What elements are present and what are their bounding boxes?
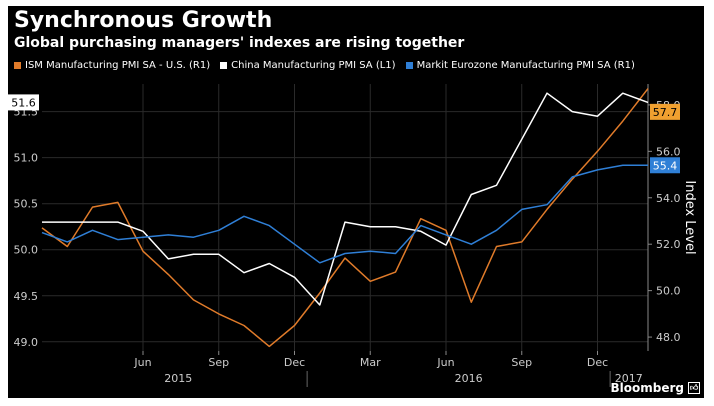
legend-item-euro: Markit Eurozone Manufacturing PMI SA (R1… bbox=[405, 60, 635, 71]
brand-name: Bloomberg bbox=[610, 381, 685, 395]
y-left-tick-label: 49.0 bbox=[14, 336, 39, 349]
series-line-ism bbox=[41, 88, 649, 348]
legend-item-ism: ISM Manufacturing PMI SA - U.S. (R1) bbox=[14, 60, 210, 71]
end-label-ism: 57.7 bbox=[653, 106, 678, 119]
x-tick-label: Mar bbox=[360, 356, 381, 369]
y-left-tick-label: 49.5 bbox=[14, 290, 39, 303]
chart-legend: ISM Manufacturing PMI SA - U.S. (R1) Chi… bbox=[14, 60, 635, 71]
x-tick-label: Sep bbox=[208, 356, 229, 369]
chart-title: Synchronous Growth bbox=[14, 8, 273, 33]
legend-swatch-ism bbox=[14, 62, 21, 69]
x-year-label: 2016 bbox=[455, 372, 483, 385]
x-tick-label: Jun bbox=[436, 356, 454, 369]
y-right-axis-title: Index Level bbox=[682, 180, 697, 254]
legend-swatch-china bbox=[220, 62, 228, 69]
end-label-euro: 55.4 bbox=[653, 159, 678, 172]
y-left-tick-label: 50.5 bbox=[14, 198, 39, 211]
x-year-label: 2017 bbox=[615, 372, 643, 385]
y-right-tick-label: 52.0 bbox=[656, 238, 681, 251]
x-tick-label: Sep bbox=[511, 356, 532, 369]
chart-subtitle: Global purchasing managers' indexes are … bbox=[14, 35, 465, 51]
y-right-tick-label: 54.0 bbox=[656, 192, 681, 205]
series-line-euro bbox=[41, 164, 648, 264]
end-label-china: 51.6 bbox=[11, 96, 36, 109]
y-left-tick-label: 51.0 bbox=[14, 152, 39, 165]
brand-logo: Bloomberg 👍︎ bbox=[610, 381, 700, 395]
x-tick-label: Dec bbox=[284, 356, 305, 369]
legend-swatch-euro bbox=[405, 62, 413, 69]
legend-item-china: China Manufacturing PMI SA (L1) bbox=[220, 60, 396, 71]
x-tick-label: Dec bbox=[587, 356, 608, 369]
y-right-tick-label: 56.0 bbox=[656, 145, 681, 158]
x-tick-label: Jun bbox=[133, 356, 151, 369]
y-left-tick-label: 50.0 bbox=[14, 244, 39, 257]
chart-frame: Synchronous Growth Global purchasing man… bbox=[8, 6, 704, 398]
legend-label-china: China Manufacturing PMI SA (L1) bbox=[231, 60, 396, 71]
end-label-box-euro bbox=[650, 157, 680, 174]
legend-label-ism: ISM Manufacturing PMI SA - U.S. (R1) bbox=[25, 60, 211, 71]
legend-label-euro: Markit Eurozone Manufacturing PMI SA (R1… bbox=[416, 60, 635, 71]
end-label-box-ism bbox=[650, 103, 680, 120]
bloomberg-icon: 👍︎ bbox=[688, 382, 700, 394]
y-right-tick-label: 50.0 bbox=[656, 285, 681, 298]
end-label-box-china bbox=[8, 94, 39, 111]
x-year-label: 2015 bbox=[164, 372, 192, 385]
series-line-china bbox=[42, 92, 649, 306]
y-right-tick-label: 48.0 bbox=[656, 331, 681, 344]
